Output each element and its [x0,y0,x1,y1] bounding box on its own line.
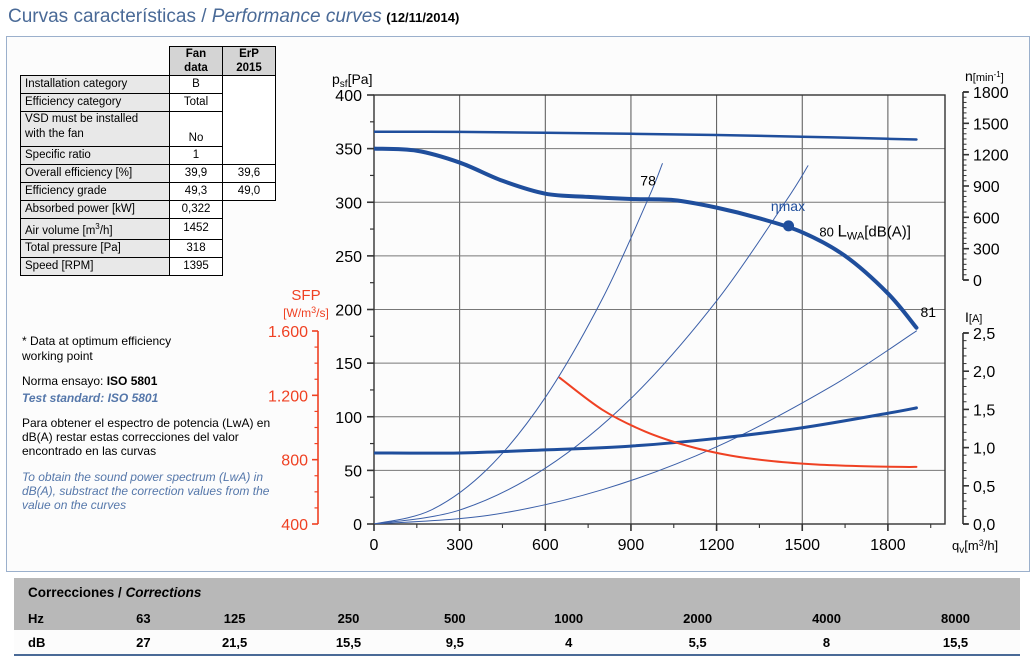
table-row: Installation category B [20,75,276,165]
db-125: 21,5 [177,630,292,656]
freq-2000: 2000 [633,606,763,630]
norma-label: Norma ensayo: [22,374,107,388]
row-value-absorbed-power: 0,322 [169,200,223,219]
table-row: Absorbed power [kW] 0,322 [20,200,276,219]
db-2000: 5,5 [633,630,763,656]
row-value-total-pressure: 318 [169,238,223,258]
footnote-line1: * Data at optimum efficiency [22,334,172,348]
corrections-title: Correcciones / Corrections [14,578,1020,606]
hz-label: Hz [14,606,109,630]
db-label: dB [14,630,109,656]
english-correction-note: To obtain the sound power spectrum (LwA)… [22,470,270,512]
freq-1000: 1000 [504,606,634,630]
table-row: Air volume [m3/h] 1452 [20,218,276,240]
vsd-label-line1: VSD must be installed [25,113,139,125]
freq-500: 500 [405,606,505,630]
table-header-row: Fan data ErP 2015 [21,46,276,76]
notes-block: * Data at optimum efficiency working poi… [22,334,277,512]
footnote-line2: working point [22,349,93,363]
row-label-total-pressure: Total pressure [Pa] [20,238,170,258]
corrections-title-en: Corrections [125,584,202,600]
table-row: Total pressure [Pa] 318 [20,238,276,258]
table-row: Overall efficiency [%] 39,9 39,6 [20,164,276,183]
db-1000: 4 [504,630,634,656]
title-separator: / [195,6,212,27]
air-volume-exponent: 3 [95,222,100,231]
fan-header-line2: data [184,62,208,74]
spanish-correction-note: Para obtener el espectro de potencia (Lw… [22,416,271,458]
corrections-title-es: Correcciones [28,584,115,600]
table-row: VSD must be installed with the fan No [20,111,276,147]
title-english: Performance curves [211,6,382,27]
row-value-vsd-required: No [169,111,223,147]
row-label-installation-category: Installation category [20,75,170,94]
row-value-speed: 1395 [169,256,223,276]
erp-header-line1: ErP [239,48,259,60]
row-label-overall-efficiency: Overall efficiency [%] [20,164,170,183]
decibel-row: dB 27 21,5 15,5 9,5 4 5,5 8 15,5 [14,630,1020,656]
title-spanish: Curvas características [8,6,196,27]
db-8000: 15,5 [891,630,1020,656]
row-value-efficiency-category: Total [169,93,223,112]
row-value-air-volume: 1452 [169,218,223,240]
air-volume-post: /h] [99,224,113,237]
freq-250: 250 [291,606,406,630]
vsd-label-line2: with the fan [25,128,84,140]
fan-header-line1: Fan [185,48,207,60]
corrections-table: Correcciones / Corrections Hz 63 125 250… [14,578,1020,656]
column-header-erp-2015: ErP 2015 [222,46,276,76]
erp-header-line2: 2015 [236,62,262,74]
table-row: Specific ratio 1 [20,146,276,165]
freq-125: 125 [177,606,292,630]
row-label-absorbed-power: Absorbed power [kW] [20,200,170,219]
test-standard: Test standard: ISO 5801 [22,391,159,405]
frequency-row: Hz 63 125 250 500 1000 2000 4000 8000 [14,606,1020,630]
corrections-title-sep: / [114,584,126,600]
erp-empty-block [222,75,276,165]
row-label-vsd-required: VSD must be installed with the fan [20,111,170,147]
page-title: Curvas características / Performance cur… [8,6,459,32]
row-label-efficiency-category: Efficiency category [20,93,170,112]
row-label-specific-ratio: Specific ratio [20,146,170,165]
fan-data-table: Fan data ErP 2015 Installation category … [20,46,276,276]
freq-8000: 8000 [891,606,1020,630]
row-label-air-volume: Air volume [m3/h] [20,218,170,240]
table-row: Speed [RPM] 1395 [20,256,276,276]
row-value-overall-efficiency-fan: 39,9 [169,164,223,183]
norma-value: ISO 5801 [106,374,158,388]
freq-63: 63 [109,606,178,630]
row-value-efficiency-grade-erp: 49,0 [222,182,276,201]
freq-4000: 4000 [762,606,891,630]
db-4000: 8 [762,630,891,656]
row-value-installation-category: B [169,75,223,94]
empty-corner-cell [21,47,170,76]
title-date: (12/11/2014) [386,10,460,25]
db-500: 9,5 [405,630,505,656]
air-volume-pre: Air volume [m [25,224,96,237]
row-value-overall-efficiency-erp: 39,6 [222,164,276,183]
column-header-fan-data: Fan data [169,46,223,76]
row-label-speed: Speed [RPM] [20,256,170,276]
db-250: 15,5 [291,630,406,656]
norma-ensayo: Norma ensayo: ISO 5801 [22,374,277,389]
table-row: Efficiency grade 49,3 49,0 [20,182,276,201]
row-value-efficiency-grade-fan: 49,3 [169,182,223,201]
row-label-efficiency-grade: Efficiency grade [20,182,170,201]
table-row: Efficiency category Total [20,93,276,112]
db-63: 27 [109,630,178,656]
corrections-title-row: Correcciones / Corrections [14,578,1020,606]
row-value-specific-ratio: 1 [169,146,223,165]
footnote-optimum-efficiency: * Data at optimum efficiency working poi… [22,334,277,364]
